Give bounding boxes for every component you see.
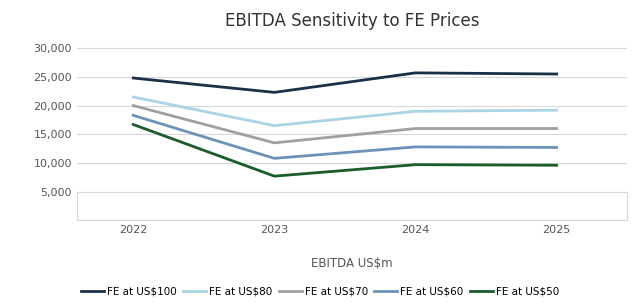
- FE at US$70: [271, 141, 278, 145]
- FE at US$50: [553, 163, 561, 167]
- FE at US$100: [271, 91, 278, 94]
- FE at US$50: [271, 174, 278, 178]
- FE at US$50: [412, 163, 419, 166]
- FE at US$100: [129, 76, 137, 80]
- FE at US$80: [412, 110, 419, 113]
- Line: FE at US$50: FE at US$50: [133, 125, 557, 176]
- FE at US$50: [129, 123, 137, 126]
- Title: EBITDA Sensitivity to FE Prices: EBITDA Sensitivity to FE Prices: [225, 12, 479, 30]
- FE at US$100: [412, 71, 419, 75]
- FancyBboxPatch shape: [77, 192, 627, 220]
- FE at US$100: [553, 72, 561, 76]
- FE at US$80: [271, 124, 278, 128]
- FE at US$70: [553, 127, 561, 130]
- FE at US$60: [412, 145, 419, 149]
- FE at US$60: [129, 114, 137, 117]
- Line: FE at US$70: FE at US$70: [133, 106, 557, 143]
- Legend: FE at US$100, FE at US$80, FE at US$70, FE at US$60, FE at US$50: FE at US$100, FE at US$80, FE at US$70, …: [77, 282, 563, 301]
- FE at US$70: [412, 127, 419, 130]
- FE at US$60: [553, 146, 561, 149]
- FE at US$60: [271, 156, 278, 160]
- FE at US$80: [129, 95, 137, 99]
- Line: FE at US$100: FE at US$100: [133, 73, 557, 92]
- FE at US$70: [129, 104, 137, 107]
- Text: EBITDA US$m: EBITDA US$m: [311, 257, 393, 270]
- FE at US$80: [553, 108, 561, 112]
- Line: FE at US$60: FE at US$60: [133, 115, 557, 159]
- Line: FE at US$80: FE at US$80: [133, 97, 557, 126]
